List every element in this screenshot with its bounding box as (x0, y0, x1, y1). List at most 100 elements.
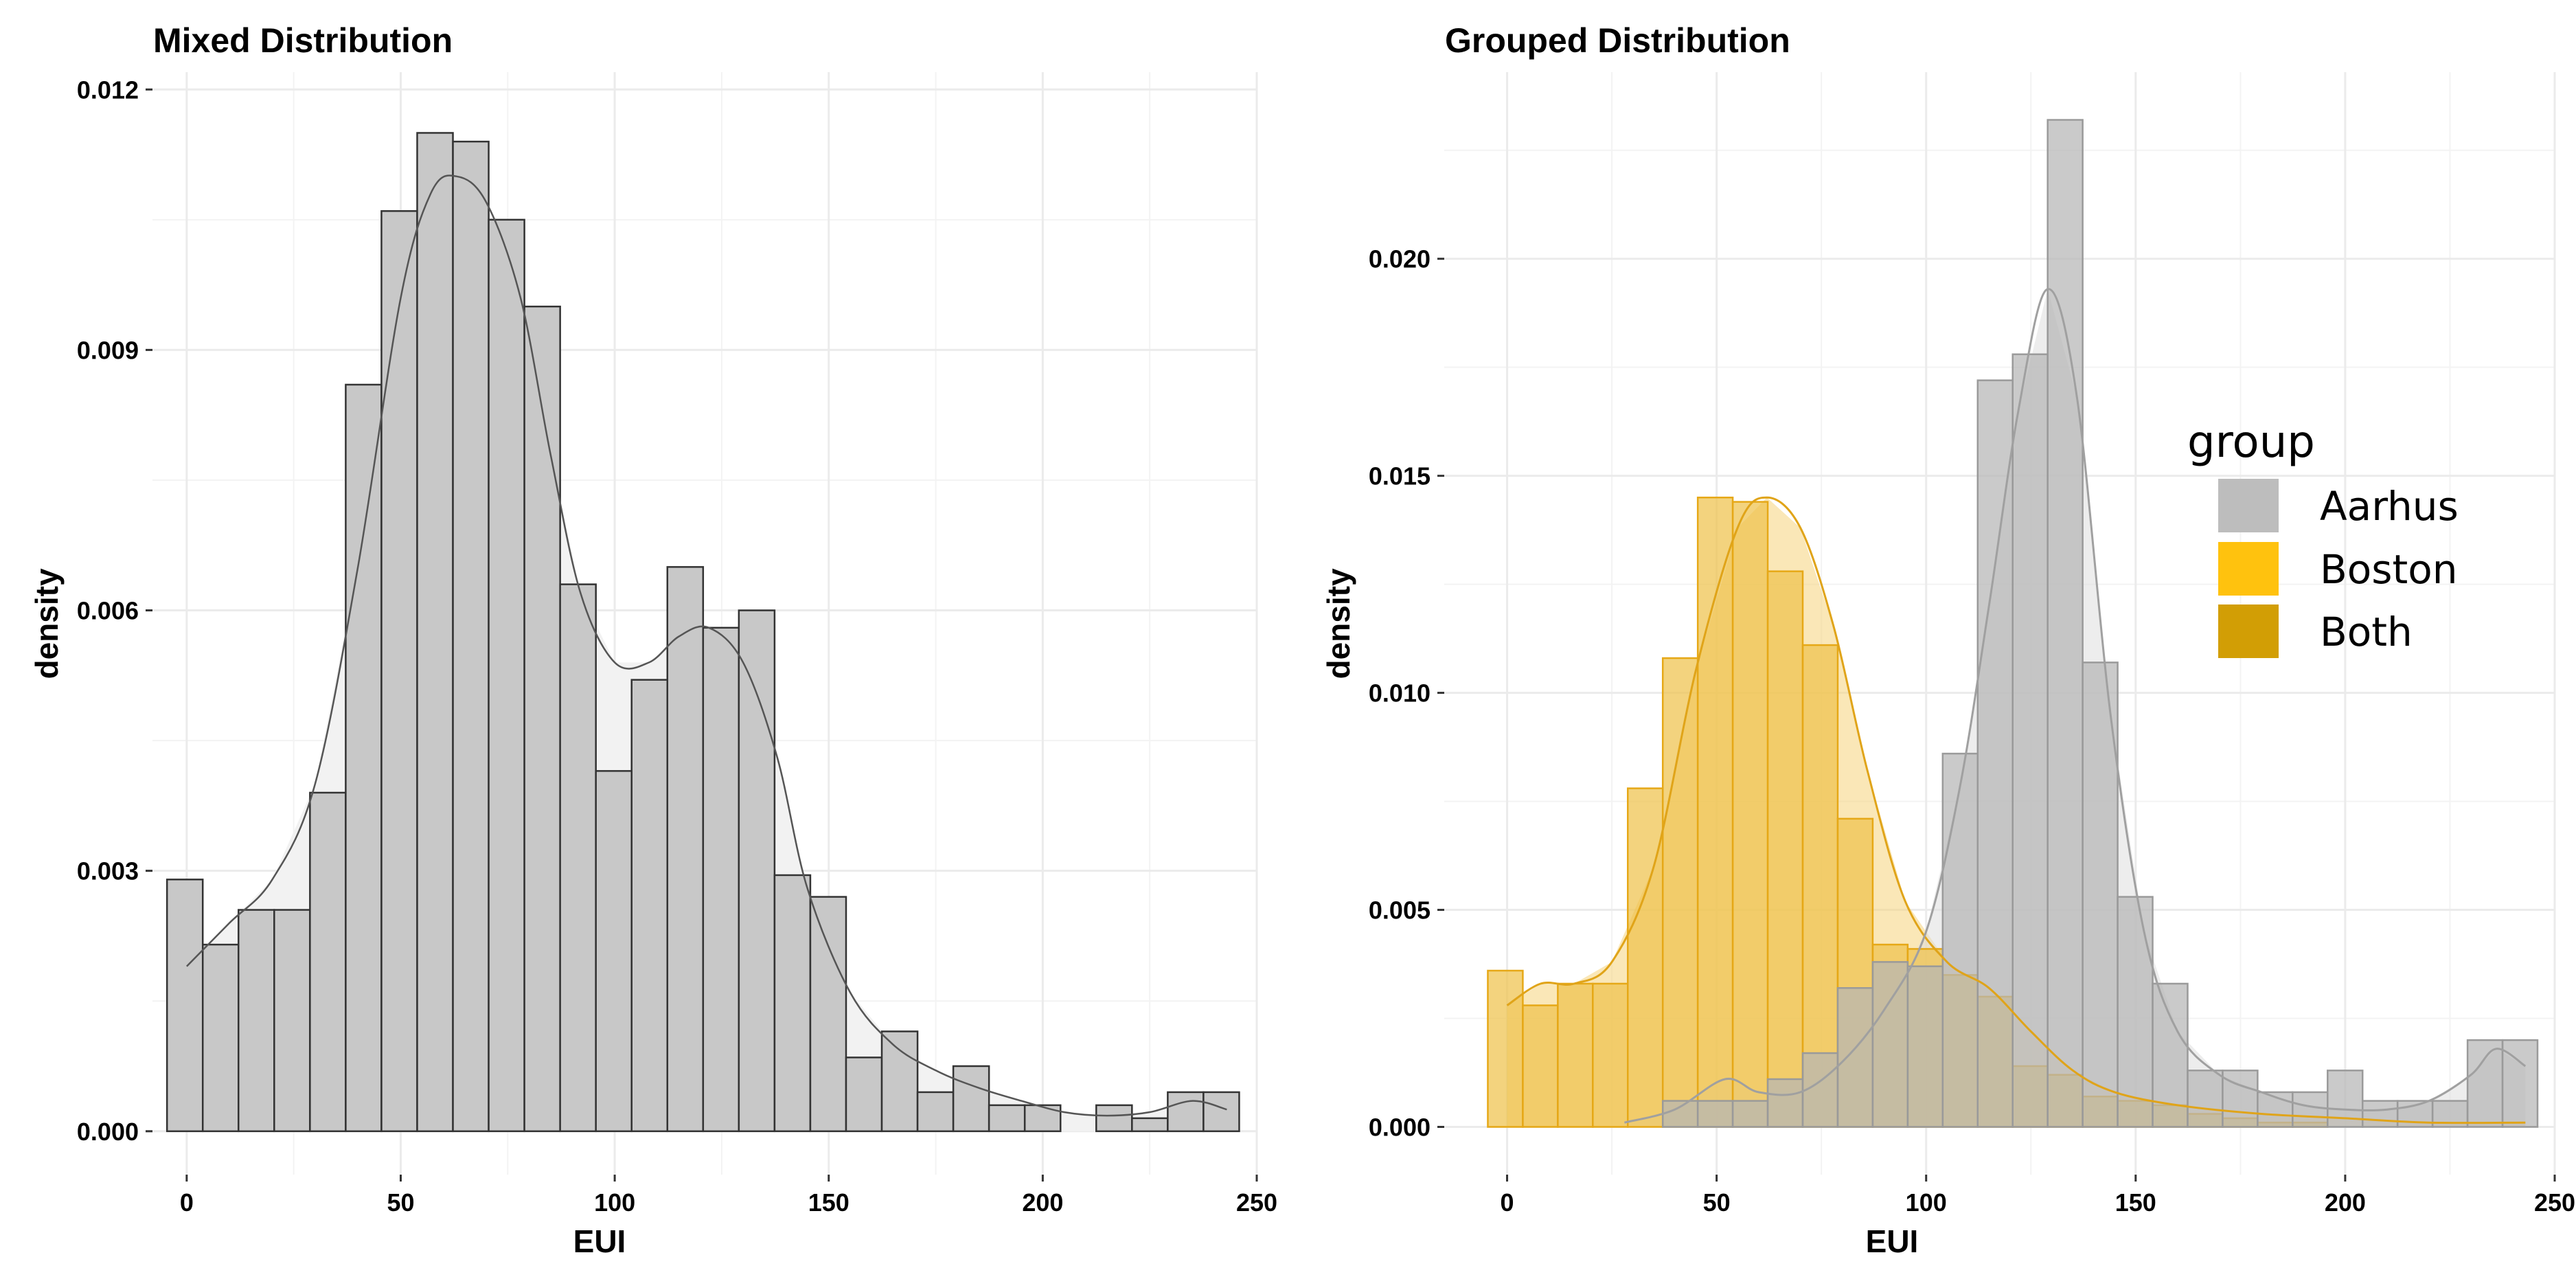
legend-title: group (2187, 417, 2315, 468)
histogram-bar-all (345, 383, 383, 1133)
histogram-bar-aarhus (1661, 1100, 1699, 1128)
legend-label-aarhus: Aarhus (2320, 483, 2459, 530)
grouped-chart-title: Grouped Distribution (1445, 21, 1790, 60)
histogram-bar-all (523, 305, 561, 1133)
histogram-bar-all (1202, 1091, 1240, 1133)
histogram-bar-all (380, 210, 418, 1133)
histogram-bar-boston (1627, 787, 1664, 1128)
x-tick-label: 250 (2534, 1188, 2575, 1217)
histogram-bar-boston (1522, 1004, 1559, 1128)
histogram-bar-aarhus (1801, 1052, 1839, 1128)
histogram-bar-all (273, 909, 311, 1133)
x-tick-label: 50 (1703, 1188, 1731, 1217)
x-tick-label: 50 (387, 1188, 414, 1217)
grouped-y-axis-title: density (1321, 568, 1356, 679)
density-curve-aarhus (1624, 288, 2527, 1124)
histogram-bar-boston (1487, 969, 1524, 1128)
histogram-bar-all (166, 879, 204, 1133)
histogram-bar-all (702, 626, 740, 1133)
histogram-bar-all (916, 1091, 955, 1133)
histogram-bar-all (559, 583, 597, 1133)
histogram-bar-all (1167, 1091, 1205, 1133)
histogram-bar-aarhus (2117, 896, 2154, 1128)
x-tick-label: 250 (1236, 1188, 1277, 1217)
histogram-bar-aarhus (2187, 1070, 2224, 1128)
histogram-bar-all (1095, 1104, 1133, 1133)
histogram-bar-all (738, 609, 776, 1133)
legend-key-boston (2218, 542, 2279, 596)
histogram-bar-all (595, 770, 632, 1133)
x-tick-label: 200 (1022, 1188, 1063, 1217)
x-tick-label: 150 (2115, 1188, 2156, 1217)
histogram-bar-all (488, 218, 525, 1133)
histogram-bar-boston (1557, 982, 1594, 1128)
y-tick-label: 0.020 (1369, 245, 1431, 273)
mixed-chart-title: Mixed Distribution (153, 21, 453, 60)
histogram-bar-aarhus (2361, 1100, 2399, 1128)
y-tick-label: 0.010 (1369, 679, 1431, 708)
histogram-bar-aarhus (2501, 1039, 2539, 1128)
x-tick-label: 200 (2325, 1188, 2366, 1217)
histogram-bar-all (666, 566, 705, 1133)
histogram-bar-aarhus (2466, 1039, 2504, 1128)
histogram-bar-boston (1592, 982, 1629, 1128)
histogram-bar-boston (1801, 644, 1839, 1128)
y-tick-label: 0.000 (77, 1118, 139, 1146)
histogram-bar-all (452, 140, 490, 1133)
y-tick-label: 0.000 (1369, 1113, 1431, 1141)
x-tick-label: 0 (1501, 1188, 1514, 1217)
histogram-bar-all (630, 679, 669, 1133)
x-tick-label: 150 (808, 1188, 850, 1217)
histogram-bar-all (880, 1030, 919, 1133)
x-tick-label: 100 (1906, 1188, 1947, 1217)
y-tick-label: 0.005 (1369, 896, 1431, 925)
x-tick-label: 100 (594, 1188, 635, 1217)
histogram-bar-all (988, 1104, 1026, 1133)
histogram-bar-aarhus (1836, 987, 1874, 1128)
histogram-bar-all (201, 943, 240, 1133)
histogram-bar-all (952, 1065, 990, 1133)
y-tick-label: 0.009 (77, 336, 139, 364)
histogram-bar-aarhus (2047, 119, 2084, 1128)
y-tick-label: 0.006 (77, 597, 139, 625)
histogram-bar-aarhus (1906, 965, 1944, 1128)
mixed-y-axis-title: density (29, 568, 65, 679)
x-tick-label: 0 (180, 1188, 194, 1217)
histogram-bar-aarhus (1941, 752, 1979, 1128)
legend-key-both (2218, 604, 2279, 658)
density-curve-boston (1506, 496, 2526, 1125)
histogram-bar-aarhus (2011, 353, 2049, 1128)
histogram-bar-aarhus (1731, 1100, 1769, 1128)
histogram-bar-all (238, 909, 275, 1133)
density-curve-all (186, 174, 1227, 1117)
histogram-bar-boston (1731, 501, 1769, 1128)
legend-key-aarhus (2218, 479, 2279, 532)
histogram-bar-aarhus (1871, 961, 1909, 1128)
histogram-bar-aarhus (2082, 662, 2119, 1128)
histogram-bar-boston (1696, 497, 1734, 1128)
histogram-bar-all (309, 791, 347, 1133)
histogram-bar-all (1023, 1104, 1062, 1133)
y-tick-label: 0.003 (77, 857, 139, 885)
mixed-x-axis-title: EUI (573, 1223, 626, 1259)
histogram-bar-boston (1766, 570, 1804, 1128)
legend-label-boston: Boston (2320, 546, 2457, 593)
y-tick-label: 0.012 (77, 76, 139, 104)
grouped-x-axis-title: EUI (1866, 1223, 1919, 1259)
histogram-bar-aarhus (1766, 1078, 1804, 1128)
y-tick-label: 0.015 (1369, 462, 1431, 490)
histogram-bar-aarhus (2292, 1091, 2329, 1128)
histogram-bar-aarhus (1696, 1100, 1734, 1128)
histogram-bar-all (809, 896, 847, 1133)
grouped-distribution-panel: Grouped Distribution 0 50 100 150 200 250 0.0… (1321, 21, 2575, 1259)
histogram-bar-boston (1661, 657, 1699, 1128)
histogram-bar-all (773, 874, 812, 1133)
legend-label-both: Both (2320, 609, 2413, 655)
histogram-bar-aarhus (1976, 379, 2014, 1128)
mixed-distribution-panel: Mixed Distribution 0 50 100 150 200 250 0.000… (29, 21, 1277, 1259)
histogram-bar-all (1131, 1117, 1169, 1133)
histogram-bar-all (416, 132, 454, 1133)
histogram-bar-all (845, 1056, 883, 1133)
group-legend: group Aarhus Boston Both (2187, 417, 2459, 658)
